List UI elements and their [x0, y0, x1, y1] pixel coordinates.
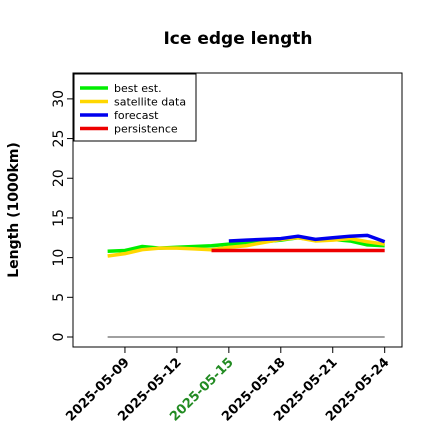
y-axis: 0 5 10 15 20 25 30	[51, 90, 73, 342]
y-tick-label: 20	[51, 169, 67, 187]
series-line-forecast	[228, 233, 386, 244]
y-tick-label: 30	[51, 90, 67, 108]
chart-title: Ice edge length	[163, 29, 312, 49]
plot-area-frame	[72, 72, 403, 348]
x-axis: 2025-05-092025-05-122025-05-152025-05-18…	[63, 347, 393, 425]
legend-label: persistence	[114, 123, 178, 136]
y-tick-label: 25	[51, 130, 67, 148]
y-tick-label: 5	[51, 293, 67, 302]
legend: best est.satellite dataforecastpersisten…	[73, 73, 197, 142]
series-layer	[107, 233, 386, 338]
y-axis-label: Length (1000km)	[6, 142, 22, 278]
legend-label: best est.	[114, 82, 162, 95]
y-tick-label: 0	[51, 333, 67, 342]
series-line-satellite-data	[107, 236, 385, 258]
y-tick-label: 15	[51, 209, 67, 227]
y-tick-label: 10	[51, 249, 67, 267]
legend-label: satellite data	[114, 96, 186, 109]
legend-label: forecast	[114, 109, 159, 122]
